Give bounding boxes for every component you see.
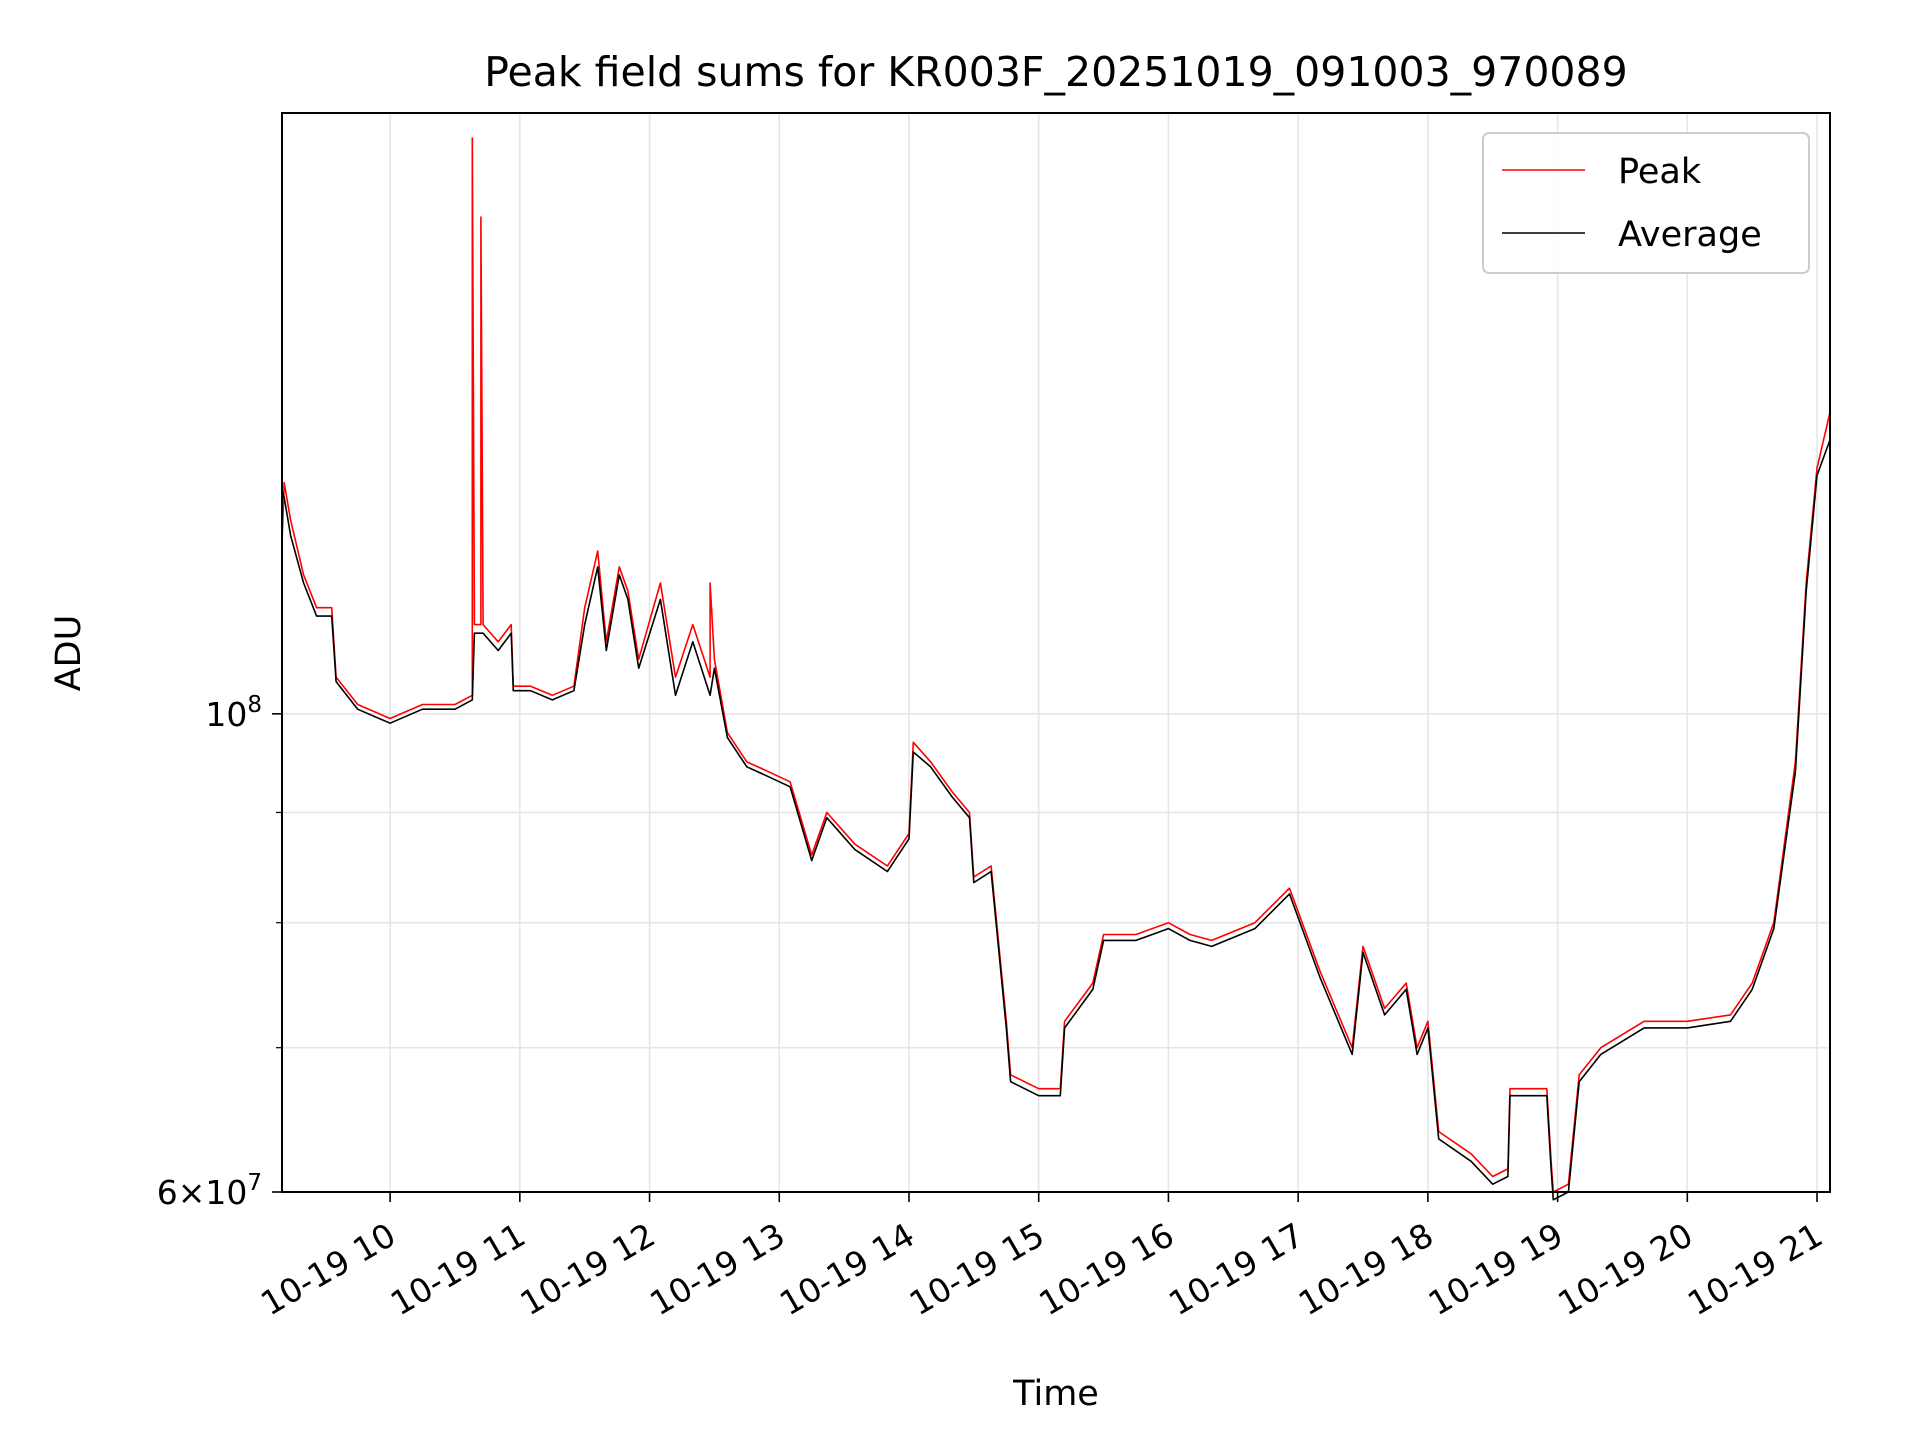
y-axis-label: ADU [49,615,89,692]
chart-title: Peak field sums for KR003F_20251019_0910… [484,48,1627,96]
grid [282,113,1830,1193]
legend: Peak Average [1482,132,1810,274]
y-tick-label: 6×107 [157,1170,262,1212]
legend-label-peak: Peak [1618,152,1702,192]
series-line-average [281,439,1831,1201]
series-layer [281,137,1831,1201]
series-line-peak [281,137,1831,1193]
x-axis-label: Time [1012,1374,1099,1414]
legend-label-average: Average [1618,215,1762,255]
legend-box [1482,132,1810,274]
axes-frame [281,112,1831,1193]
y-tick-label: 108 [205,692,262,734]
